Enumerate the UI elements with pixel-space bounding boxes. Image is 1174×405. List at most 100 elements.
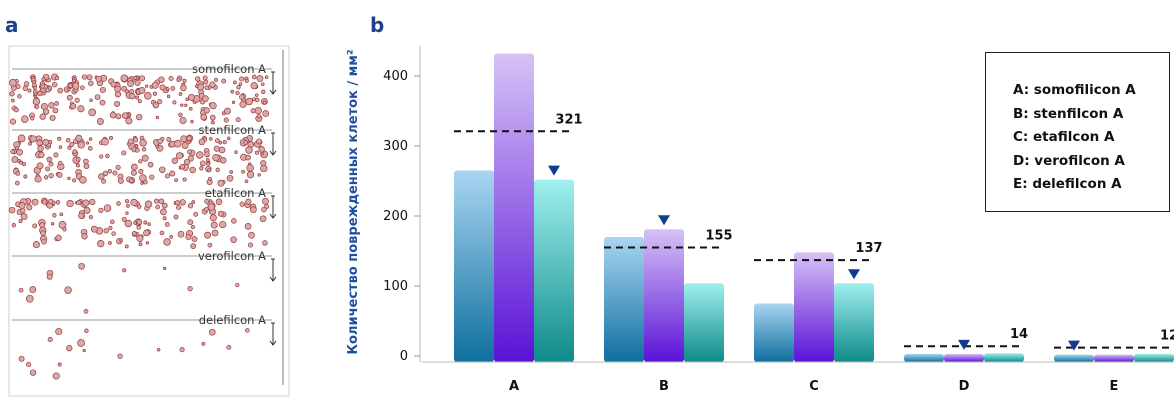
stained-cell xyxy=(239,201,245,207)
stained-cell xyxy=(131,231,137,236)
stained-cell xyxy=(244,78,249,83)
stained-cell xyxy=(199,160,206,167)
lens-row-label: delefilcon A xyxy=(199,313,266,327)
stained-cell xyxy=(209,81,216,88)
stained-cell xyxy=(180,103,184,107)
stained-cell xyxy=(121,85,127,92)
stained-cell xyxy=(203,79,209,85)
stained-cell xyxy=(235,117,241,123)
stained-cell xyxy=(209,214,217,222)
stained-cell xyxy=(30,116,35,121)
stained-cell xyxy=(41,77,46,82)
bar xyxy=(604,237,644,362)
stained-cell xyxy=(32,223,38,229)
stained-cell xyxy=(72,82,80,90)
stained-cell xyxy=(23,81,30,87)
bar xyxy=(1094,354,1134,362)
average-value-label: 137 xyxy=(855,241,882,256)
stained-cell xyxy=(13,107,19,113)
stained-cell xyxy=(57,136,62,141)
stained-cell xyxy=(239,100,247,108)
stained-cell xyxy=(67,145,72,150)
legend-item-d: D: verofilcon A xyxy=(1013,152,1125,169)
stained-cell xyxy=(208,328,216,336)
stained-cell xyxy=(87,145,93,151)
stained-cell xyxy=(136,113,143,121)
stained-cell xyxy=(191,236,198,243)
stained-cell xyxy=(133,221,137,225)
stained-cell xyxy=(155,115,160,120)
stained-cell xyxy=(11,223,16,228)
stained-cell xyxy=(187,285,193,292)
stained-cell xyxy=(162,216,167,221)
stained-cell xyxy=(175,152,183,160)
y-tick-label: 0 xyxy=(400,349,408,364)
x-category-label: C xyxy=(809,379,819,394)
stained-cell xyxy=(136,204,142,209)
stained-cell xyxy=(149,174,155,180)
stained-cell xyxy=(138,242,143,247)
stained-cell xyxy=(64,286,72,294)
stained-cell xyxy=(17,94,22,99)
stained-cell xyxy=(198,138,206,146)
legend-item-b: B: stenfilcon A xyxy=(1013,105,1124,122)
stained-cell xyxy=(79,176,87,184)
stained-cell xyxy=(217,179,225,187)
stained-cell xyxy=(9,91,15,97)
stained-cell xyxy=(185,234,192,241)
lens-row-label: etafilcon A xyxy=(205,186,266,200)
triangle-marker-icon xyxy=(958,339,970,350)
stained-cell xyxy=(58,145,63,149)
stained-cell xyxy=(171,157,178,164)
stained-cell xyxy=(187,149,193,155)
panel-b-letter: b xyxy=(370,13,385,37)
stained-cell xyxy=(97,240,105,248)
stained-cell xyxy=(108,135,114,141)
stained-cell xyxy=(65,138,71,143)
bar xyxy=(834,283,874,362)
stained-cell xyxy=(34,175,42,183)
stained-cell xyxy=(245,328,250,333)
stained-cell xyxy=(138,169,144,175)
stained-cell xyxy=(193,211,199,217)
stained-cell xyxy=(165,87,170,91)
x-category-label: E xyxy=(1110,379,1119,394)
stained-cell xyxy=(224,107,231,115)
stained-cell xyxy=(138,159,143,164)
stained-cell xyxy=(130,198,138,207)
stained-cell xyxy=(256,114,262,119)
stained-cell xyxy=(141,147,147,152)
stained-cell xyxy=(217,210,224,217)
stained-cell xyxy=(215,198,223,206)
stained-cell xyxy=(99,99,106,106)
stained-cell xyxy=(29,369,37,376)
stained-cell xyxy=(176,204,182,211)
stained-cell xyxy=(155,204,161,210)
y-axis-label: Количество поврежденных клеток / мм² xyxy=(346,49,361,354)
stained-cell xyxy=(129,178,134,184)
stained-cell xyxy=(32,85,37,90)
stained-cell xyxy=(180,84,187,92)
stained-cell xyxy=(262,110,270,117)
stained-cell xyxy=(248,231,255,239)
stained-cell xyxy=(160,208,167,216)
stained-cell xyxy=(262,100,267,105)
stained-cell xyxy=(42,108,50,115)
stained-cell xyxy=(176,77,181,82)
stained-cell xyxy=(250,206,257,214)
stained-cell xyxy=(108,241,112,245)
stained-cell xyxy=(212,154,220,162)
bar xyxy=(644,229,684,362)
stained-cell xyxy=(219,220,227,229)
stained-cell xyxy=(210,120,215,125)
stained-cell xyxy=(250,82,258,90)
stained-cell xyxy=(108,225,113,231)
stained-cell xyxy=(81,74,88,80)
stained-cell xyxy=(164,221,170,228)
stained-cell xyxy=(207,203,216,211)
stained-cell xyxy=(47,85,53,91)
average-value-label: 14 xyxy=(1010,327,1028,342)
arrow-down-icon xyxy=(269,258,277,282)
stained-cell xyxy=(109,219,115,225)
stained-cell xyxy=(213,145,220,152)
